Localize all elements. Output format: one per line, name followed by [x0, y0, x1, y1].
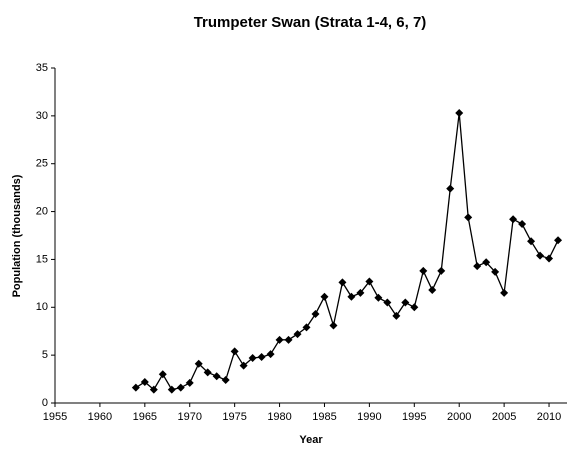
data-point	[248, 354, 257, 363]
data-point	[392, 311, 401, 320]
y-tick-label: 0	[42, 397, 48, 409]
data-point	[194, 359, 203, 368]
data-point	[176, 383, 185, 392]
data-point	[284, 335, 293, 344]
data-point	[410, 303, 419, 312]
data-point	[356, 288, 365, 297]
y-tick-label: 25	[36, 158, 48, 170]
data-point	[311, 309, 320, 318]
data-point	[338, 278, 347, 287]
chart-title: Trumpeter Swan (Strata 1-4, 6, 7)	[194, 14, 427, 31]
data-point	[275, 335, 284, 344]
y-tick-label: 15	[36, 253, 48, 265]
data-point	[293, 330, 302, 339]
data-point	[230, 347, 239, 356]
data-point	[203, 368, 212, 377]
x-tick-label: 1995	[402, 411, 426, 423]
y-tick-label: 10	[36, 301, 48, 313]
x-tick-label: 1965	[133, 411, 157, 423]
x-tick-label: 2000	[447, 411, 471, 423]
y-tick-label: 5	[42, 349, 48, 361]
data-point	[266, 350, 275, 359]
data-point	[455, 108, 464, 117]
data-point	[131, 383, 140, 392]
data-point	[446, 184, 455, 193]
data-point	[509, 215, 518, 224]
data-point	[257, 353, 266, 362]
data-point	[365, 277, 374, 286]
data-point	[374, 293, 383, 302]
data-point	[158, 370, 167, 379]
data-point	[302, 323, 311, 332]
data-point	[329, 321, 338, 330]
x-tick-label: 2010	[537, 411, 561, 423]
y-tick-label: 30	[36, 110, 48, 122]
data-point	[545, 254, 554, 263]
x-axis-title: Year	[299, 434, 323, 446]
x-tick-label: 1990	[357, 411, 381, 423]
data-point	[554, 236, 563, 245]
y-tick-label: 20	[36, 205, 48, 217]
data-point	[536, 251, 545, 260]
data-point	[527, 237, 536, 246]
y-axis-title: Population (thousands)	[11, 174, 23, 297]
data-point	[482, 258, 491, 267]
data-point	[473, 262, 482, 271]
x-tick-label: 1985	[312, 411, 336, 423]
data-point	[383, 298, 392, 307]
data-point	[149, 385, 158, 394]
x-tick-label: 1975	[222, 411, 246, 423]
data-point	[140, 377, 149, 386]
x-tick-label: 1970	[177, 411, 201, 423]
x-tick-label: 1960	[88, 411, 112, 423]
data-point	[239, 361, 248, 370]
data-point	[518, 220, 527, 229]
data-point	[185, 378, 194, 387]
data-point	[347, 292, 356, 301]
data-point	[500, 288, 509, 297]
y-tick-label: 35	[36, 62, 48, 74]
data-point	[401, 298, 410, 307]
data-point	[491, 267, 500, 276]
data-point	[437, 266, 446, 275]
series-line	[135, 112, 559, 391]
x-tick-label: 2005	[492, 411, 516, 423]
data-point	[320, 292, 329, 301]
data-point	[167, 385, 176, 394]
x-tick-label: 1955	[43, 411, 67, 423]
data-point	[464, 213, 473, 222]
x-tick-label: 1980	[267, 411, 291, 423]
data-point	[221, 376, 230, 385]
data-point	[419, 266, 428, 275]
data-point	[212, 372, 221, 381]
data-point	[428, 286, 437, 295]
